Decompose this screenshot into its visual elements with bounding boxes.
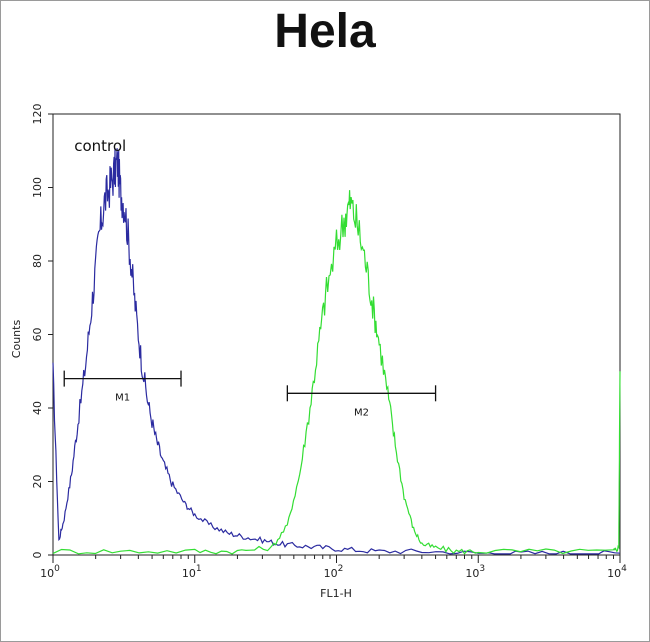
y-tick-label: 40 (31, 401, 44, 415)
series-line-control (52, 148, 621, 555)
gate-marker-label: M1 (115, 393, 130, 404)
annotation-layer: control (74, 137, 126, 155)
chart-title: Hela (274, 5, 376, 58)
gate-marker-m1: M1 (63, 370, 182, 404)
x-tick-label: 102 (324, 564, 344, 580)
marker-layer: M1 M2 (63, 370, 437, 418)
gate-marker-m2: M2 (286, 385, 437, 418)
y-tick-label: 0 (31, 552, 44, 559)
x-tick-label: 101 (182, 564, 202, 580)
annotation-label: control (74, 137, 126, 155)
x-tick-label: 103 (465, 564, 485, 580)
x-axis: 100 101 102 103 104 (40, 555, 627, 580)
y-tick-label: 20 (31, 475, 44, 489)
y-axis: 0 20 40 60 80 100 120 (31, 104, 53, 559)
y-tick-label: 120 (31, 104, 44, 125)
y-tick-label: 60 (31, 328, 44, 342)
x-tick-label: 104 (607, 564, 627, 580)
x-axis-label: FL1-H (320, 587, 352, 600)
y-tick-label: 100 (31, 177, 44, 198)
gate-marker-label: M2 (354, 407, 369, 418)
y-axis-label: Counts (10, 320, 23, 359)
y-tick-label: 80 (31, 254, 44, 268)
series-layer (52, 148, 621, 555)
x-tick-label: 100 (40, 564, 60, 580)
series-line-series-2 (52, 190, 621, 555)
